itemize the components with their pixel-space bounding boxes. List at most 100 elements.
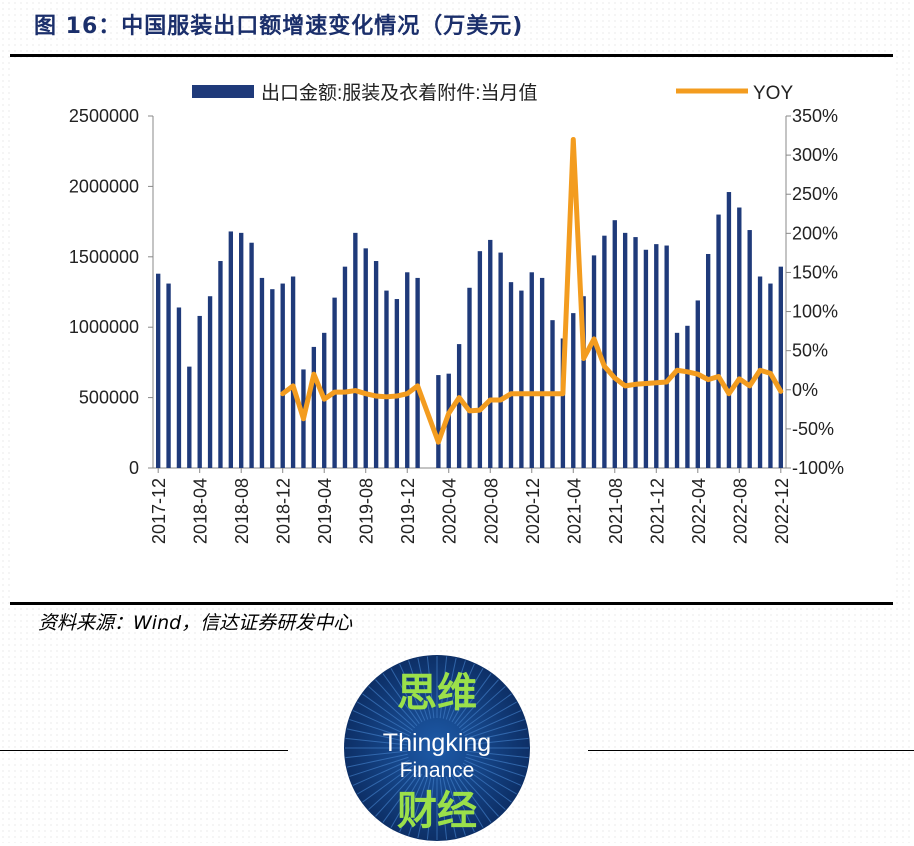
logo-ray — [346, 753, 408, 768]
logo-ray — [439, 656, 448, 719]
yoy-series — [280, 136, 784, 445]
right-tick-label: 0% — [792, 380, 818, 400]
legend: 出口金额:服装及衣着附件:当月值 YOY — [192, 82, 793, 104]
logo-ray — [439, 777, 448, 840]
x-tick-label: 2021-04 — [564, 478, 584, 544]
right-tick-label: 300% — [792, 145, 838, 165]
bar — [664, 245, 669, 468]
logo-ray — [448, 775, 475, 833]
logo-ray — [345, 750, 408, 759]
left-tick-label: 1000000 — [69, 317, 139, 337]
logo-ray — [442, 777, 457, 839]
logo-ray — [465, 756, 525, 777]
chart: 出口金额:服装及衣着附件:当月值 YOY 0 500000 1000000 15000… — [69, 82, 844, 544]
right-tick-label: 50% — [792, 341, 828, 361]
bar — [228, 231, 234, 468]
logo-ray — [464, 710, 522, 737]
x-tick-label: 2018-08 — [232, 478, 252, 544]
bar — [508, 282, 514, 468]
logo-ray — [451, 773, 484, 828]
x-tick-label: 2021-12 — [647, 478, 667, 544]
right-tick-label: -50% — [792, 419, 834, 439]
bar — [633, 237, 638, 468]
logo-ray — [466, 737, 529, 746]
logo-ray — [458, 686, 506, 729]
yoy-line — [280, 136, 784, 445]
logo-ray — [399, 775, 426, 833]
logo-ray — [466, 753, 528, 768]
logo-ray — [399, 663, 426, 721]
bar — [612, 220, 617, 468]
axes: 0 500000 1000000 1500000 2000000 2500000 -100%… — [69, 106, 844, 544]
right-tick-label: -100% — [792, 458, 844, 478]
bar — [529, 272, 534, 468]
left-tick-label: 0 — [129, 458, 139, 478]
bar — [705, 253, 711, 468]
chart-panel: 出口金额:服装及衣着附件:当月值 YOY 0 500000 1000000 15000… — [10, 58, 893, 602]
bar — [384, 290, 389, 468]
logo-ray — [426, 656, 435, 719]
left-tick-label: 500000 — [79, 388, 139, 408]
logo-ray — [346, 728, 408, 743]
logo-ray — [362, 765, 414, 803]
logo-ray — [357, 762, 412, 795]
logo-ray — [349, 756, 409, 777]
x-tick-label: 2022-04 — [689, 478, 709, 544]
bar — [290, 276, 296, 468]
bar — [249, 242, 254, 468]
logo-line3: Finance — [400, 759, 475, 782]
logo-ray — [466, 750, 529, 759]
logo-ray — [357, 701, 412, 734]
logo-ray — [352, 710, 410, 737]
bar — [685, 325, 690, 468]
bar — [436, 375, 441, 468]
bar — [415, 277, 420, 468]
right-tick-label: 150% — [792, 262, 838, 282]
logo-ray — [426, 777, 435, 840]
logo-ray — [456, 679, 499, 727]
logo-ray — [349, 719, 409, 740]
left-tick-label: 2000000 — [69, 176, 139, 196]
logo-line2: Thingking — [383, 729, 491, 757]
bar — [654, 244, 659, 468]
logo-ray — [458, 767, 506, 810]
logo-ray — [382, 673, 420, 725]
logo-ray — [454, 673, 492, 725]
bar — [778, 266, 783, 468]
bar — [602, 235, 607, 468]
logo-ray — [451, 668, 484, 723]
bar — [197, 315, 202, 468]
bar — [270, 289, 275, 468]
divider-left — [0, 750, 288, 751]
logo-ray — [417, 657, 432, 719]
logo-ray — [368, 767, 416, 810]
bar — [156, 273, 161, 468]
x-tick-label: 2019-04 — [315, 478, 335, 544]
bar — [560, 338, 566, 468]
legend-bar-swatch — [192, 85, 254, 98]
bar — [342, 266, 348, 468]
logo-ray — [465, 719, 525, 740]
x-tick-label: 2019-12 — [398, 478, 418, 544]
right-tick-label: 250% — [792, 184, 838, 204]
bar — [695, 300, 700, 468]
bar — [332, 297, 337, 468]
bar — [373, 261, 379, 468]
bar — [311, 346, 317, 468]
bar — [539, 277, 545, 468]
logo-ray — [466, 728, 528, 743]
right-tick-label: 350% — [792, 106, 838, 126]
bar — [239, 232, 244, 468]
divider-right — [588, 750, 914, 751]
logo-circle — [344, 655, 530, 841]
logo-ray — [368, 686, 416, 729]
x-tick-label: 2022-12 — [772, 478, 792, 544]
bar-series — [156, 192, 783, 469]
left-tick-label: 1500000 — [69, 247, 139, 267]
bar — [488, 239, 493, 468]
right-tick-label: 100% — [792, 302, 838, 322]
x-tick-label: 2022-08 — [730, 478, 750, 544]
thingking-finance-logo: 思维 Thingking Finance 财经 — [343, 654, 531, 842]
logo-ray — [345, 737, 408, 746]
legend-line-label: YOY — [753, 83, 793, 104]
